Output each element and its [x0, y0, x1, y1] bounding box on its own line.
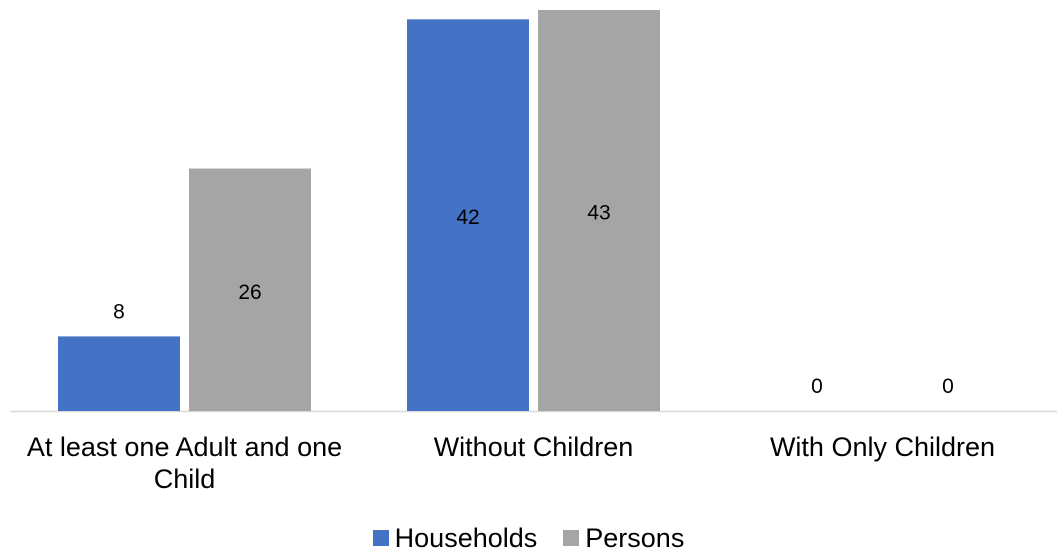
legend-label-households: Households	[394, 523, 538, 553]
data-label-persons-1: 43	[587, 202, 610, 225]
category-label-2: With Only Children	[769, 432, 996, 462]
bar-households-0	[58, 336, 180, 411]
legend-swatch-persons	[563, 530, 580, 546]
legend-swatch-households	[372, 530, 389, 546]
legend-item-persons: Persons	[563, 522, 684, 554]
data-label-households-0: 8	[113, 300, 125, 323]
data-label-persons-2: 0	[942, 375, 954, 398]
category-label-1: Without Children	[433, 432, 634, 462]
bar-persons-1	[538, 10, 660, 411]
data-label-persons-0: 26	[238, 281, 261, 304]
category-label-0: At least one Adult and one Child	[26, 432, 343, 494]
bar-households-1	[407, 19, 529, 411]
legend: Households Persons	[0, 522, 1057, 554]
legend-label-persons: Persons	[585, 523, 685, 553]
bar-persons-0	[189, 168, 311, 411]
data-label-households-1: 42	[456, 206, 479, 229]
legend-item-households: Households	[372, 522, 538, 554]
data-label-households-2: 0	[811, 375, 823, 398]
